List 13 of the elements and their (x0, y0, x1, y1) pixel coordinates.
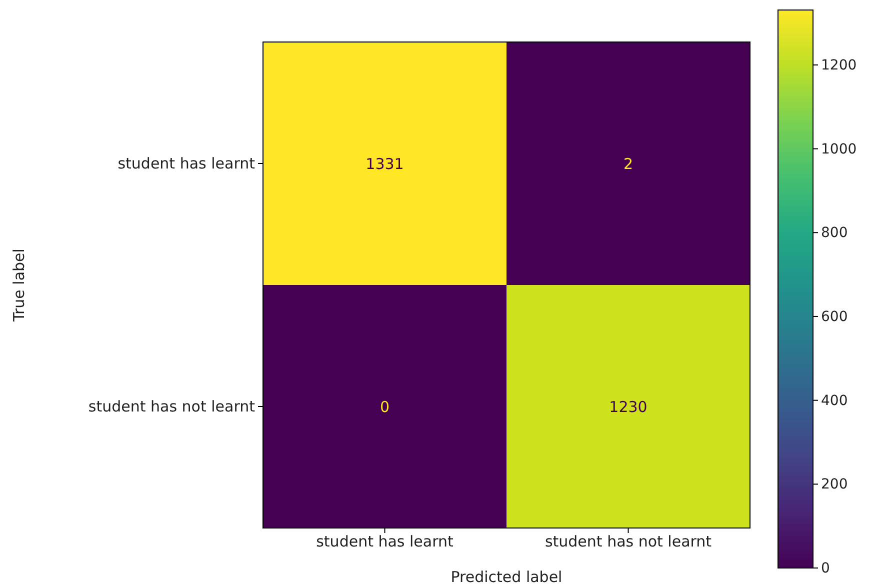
color-bar-label: 600 (821, 308, 848, 325)
data-label: 0 (380, 398, 390, 416)
data-label: 1331 (366, 154, 404, 173)
color-bar-label: 800 (821, 225, 848, 242)
color-bar-label: 200 (821, 476, 848, 493)
color-bar-label: 0 (821, 560, 830, 576)
x-axis-title: Predicted label (450, 568, 562, 586)
y-axis-title: True label (10, 248, 28, 322)
color-bar-label: 1200 (821, 57, 857, 74)
data-label: 1230 (609, 398, 648, 416)
data-label: 2 (623, 154, 634, 173)
color-bar-label: 400 (821, 392, 848, 409)
color-bar-label: 1000 (821, 141, 857, 158)
